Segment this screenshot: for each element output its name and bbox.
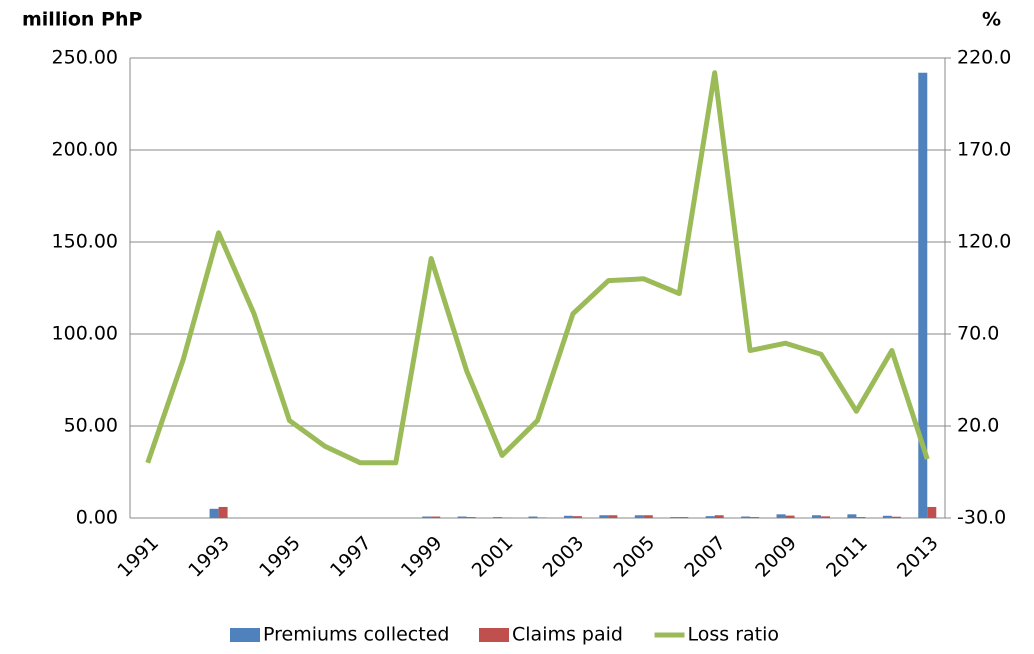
bar <box>608 515 617 518</box>
bar <box>573 516 582 518</box>
y2-tick-label: 70.0 <box>957 323 999 345</box>
bar <box>777 514 786 518</box>
x-tick-label: 1997 <box>326 532 376 582</box>
y2-tick-label: -30.0 <box>957 507 1006 529</box>
bar <box>493 517 502 518</box>
line <box>148 73 928 463</box>
y2-tick-label: 20.0 <box>957 415 999 437</box>
bar <box>219 507 228 518</box>
bar <box>706 516 715 518</box>
legend-label: Loss ratio <box>688 624 780 646</box>
x-tick-label: 2013 <box>893 532 943 582</box>
bar <box>847 514 856 518</box>
y-tick-label: 250.00 <box>52 47 118 69</box>
y2-axis-title: % <box>982 9 1001 31</box>
bar <box>927 507 936 518</box>
bar <box>715 515 724 518</box>
y2-tick-label: 120.0 <box>957 231 1011 253</box>
bar <box>422 517 431 518</box>
bar <box>821 516 830 518</box>
bar <box>679 517 688 518</box>
bar <box>210 509 219 518</box>
bar <box>635 515 644 518</box>
x-tick-label: 2001 <box>468 532 518 582</box>
bar <box>458 517 467 518</box>
bar <box>644 515 653 518</box>
x-tick-label: 2007 <box>680 532 730 582</box>
legend-label: Claims paid <box>512 624 623 646</box>
x-tick-label: 1995 <box>255 532 305 582</box>
y-tick-label: 0.00 <box>76 507 118 529</box>
bar <box>564 516 573 518</box>
legend-swatch <box>230 628 260 642</box>
bar <box>856 517 865 518</box>
bar <box>431 517 440 518</box>
bar <box>467 517 476 518</box>
y-tick-label: 100.00 <box>52 323 118 345</box>
y-tick-label: 200.00 <box>52 139 118 161</box>
bar <box>538 517 547 518</box>
y-tick-label: 150.00 <box>52 231 118 253</box>
y-tick-label: 50.00 <box>64 415 118 437</box>
bar <box>599 515 608 518</box>
bar <box>786 516 795 518</box>
x-tick-label: 2011 <box>822 532 872 582</box>
bar <box>892 517 901 518</box>
x-tick-label: 1991 <box>113 532 163 582</box>
y-axis-title: million PhP <box>22 9 142 31</box>
bar <box>529 517 538 518</box>
bar <box>741 517 750 518</box>
bar <box>883 516 892 518</box>
x-tick-label: 1993 <box>184 532 234 582</box>
x-tick-label: 1999 <box>397 532 447 582</box>
x-tick-label: 2005 <box>609 532 659 582</box>
y2-tick-label: 170.0 <box>957 139 1011 161</box>
y2-tick-label: 220.0 <box>957 47 1011 69</box>
bar <box>750 517 759 518</box>
x-tick-label: 2003 <box>539 532 589 582</box>
legend-label: Premiums collected <box>263 624 449 646</box>
bar <box>812 515 821 518</box>
bar <box>670 517 679 518</box>
x-tick-label: 2009 <box>751 532 801 582</box>
legend-swatch <box>479 628 509 642</box>
